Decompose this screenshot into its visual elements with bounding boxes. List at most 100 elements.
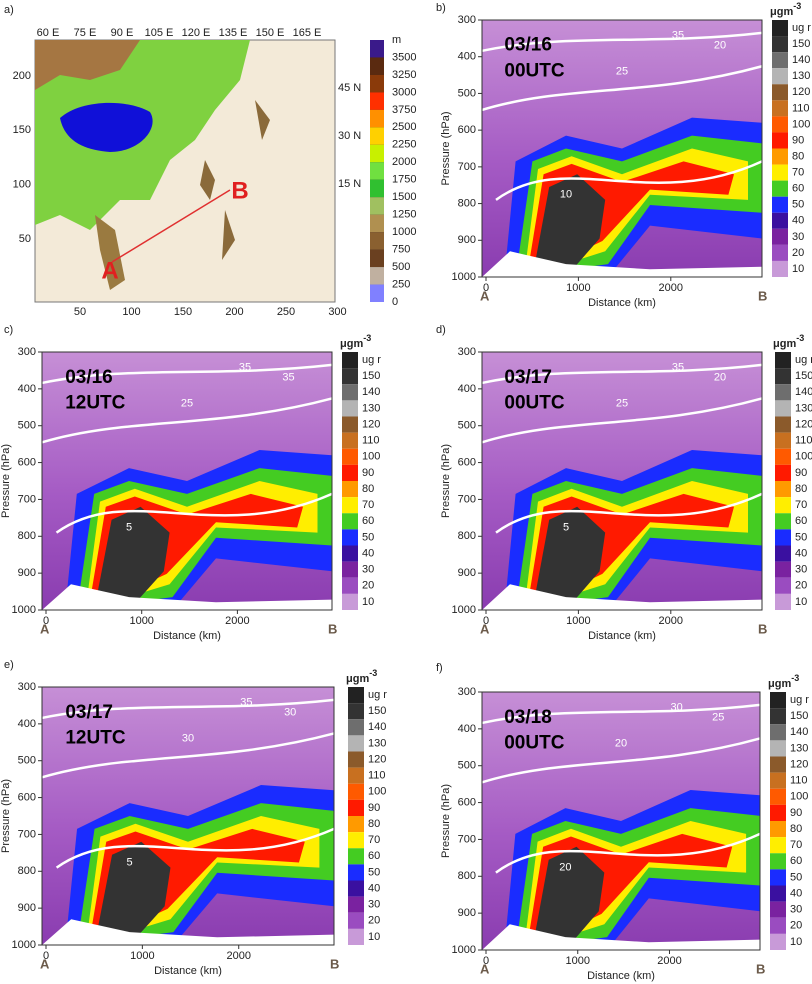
- colorbar-swatch: [348, 880, 364, 897]
- aerosol-field: [42, 919, 334, 945]
- colorbar-label: ug r: [362, 354, 381, 366]
- colorbar-label: 110: [362, 435, 380, 447]
- y-tick-label: 200: [13, 70, 31, 82]
- panel-label: a): [4, 4, 14, 16]
- colorbar-label: 130: [368, 737, 386, 749]
- plot-frame: [41, 686, 335, 946]
- isotherm: [481, 737, 761, 784]
- y-tick-label: 300: [18, 346, 36, 358]
- isotherm: [481, 397, 763, 444]
- colorbar-label: 20: [795, 580, 807, 592]
- colorbar-label: 90: [790, 807, 802, 819]
- date: 03/17: [504, 367, 552, 388]
- colorbar-label: 3250: [392, 69, 416, 81]
- y-tick-label: 400: [18, 718, 36, 730]
- aerosol-field: [94, 841, 171, 945]
- cross-section-panel: c)352535503/1612UTC300400500600700800900…: [0, 324, 381, 642]
- cross-section-panel: d)352520503/1700UTC300400500600700800900…: [436, 324, 812, 642]
- y-tick-label: 500: [18, 755, 36, 767]
- unit: μgm: [770, 6, 793, 18]
- colorbar-swatch: [342, 432, 358, 449]
- colorbar-swatch: [370, 249, 384, 268]
- unit-exponent: -3: [369, 668, 377, 678]
- x-tick-label: 2000: [226, 950, 250, 962]
- x-tick-label: 0: [483, 615, 489, 627]
- x-axis-label: Distance (km): [587, 970, 655, 982]
- colorbar-swatch: [770, 837, 786, 854]
- y-tick-label: 1000: [452, 271, 476, 283]
- colorbar-swatch: [370, 267, 384, 285]
- start-label: A: [480, 961, 490, 976]
- x-tick-label: 2000: [225, 615, 249, 627]
- colorbar-label: 1750: [392, 174, 416, 186]
- colorbar-label: 60: [362, 515, 374, 527]
- colorbar-label: 30: [792, 231, 804, 243]
- colorbar-label: ug r: [790, 694, 809, 706]
- colorbar-label: 140: [790, 726, 808, 738]
- colorbar-swatch: [770, 692, 786, 709]
- colorbar-swatch: [370, 57, 384, 75]
- colorbar-label: 120: [362, 418, 380, 430]
- colorbar-swatch: [770, 804, 786, 821]
- x-tick-label: 300: [328, 306, 346, 318]
- y-tick-label: 500: [458, 420, 476, 432]
- contour-label: 35: [239, 361, 251, 373]
- land: [35, 40, 140, 90]
- colorbar-label: 140: [368, 721, 386, 733]
- y-tick-label: 1000: [12, 604, 36, 616]
- isotherm: [41, 363, 333, 385]
- colorbar-swatch: [342, 400, 358, 417]
- colorbar-swatch: [370, 144, 384, 163]
- colorbar-swatch: [775, 368, 791, 385]
- y-tick-label: 800: [458, 530, 476, 542]
- start-label: A: [480, 288, 490, 303]
- colorbar-label: 140: [792, 54, 810, 66]
- x-axis-label: Distance (km): [153, 630, 221, 642]
- isotherm: [41, 698, 335, 720]
- colorbar-swatch: [342, 577, 358, 594]
- cross-section-panel: e)353030503/1712UTC300400500600700800900…: [0, 659, 387, 977]
- cross-section-panel: b)3525201003/1600UTC30040050060070080090…: [436, 1, 811, 309]
- colorbar-label: 100: [362, 451, 380, 463]
- y-tick-label: 600: [18, 791, 36, 803]
- colorbar-label: 50: [362, 531, 374, 543]
- colorbar-label: 3500: [392, 51, 416, 63]
- colorbar-swatch: [772, 52, 788, 69]
- colorbar-label: 120: [795, 418, 812, 430]
- colorbar-label: ug r: [795, 354, 812, 366]
- y-tick-label: 1000: [452, 944, 476, 956]
- end-label: B: [758, 288, 767, 303]
- contour-label: 20: [559, 861, 571, 873]
- colorbar-label: 40: [790, 887, 802, 899]
- y-tick-label: 1000: [452, 604, 476, 616]
- colorbar-label: 150: [362, 370, 380, 382]
- x-tick-label: 2000: [659, 615, 683, 627]
- y-tick-label: 700: [18, 493, 36, 505]
- colorbar-swatch: [370, 40, 384, 58]
- colorbar-swatch: [772, 20, 788, 37]
- lon-label: 90 E: [111, 27, 134, 39]
- panel-label: d): [436, 324, 446, 336]
- colorbar-swatch: [775, 497, 791, 514]
- colorbar-swatch: [348, 896, 364, 913]
- colorbar-label: 40: [368, 882, 380, 894]
- y-tick-label: 600: [458, 456, 476, 468]
- map-panel: [34, 39, 384, 303]
- contour-label: 35: [282, 372, 294, 384]
- colorbar-label: 1000: [392, 226, 416, 238]
- point-a: A: [101, 257, 118, 284]
- isotherm: [481, 31, 763, 53]
- colorbar-label: 100: [795, 451, 812, 463]
- x-tick-label: 2000: [657, 955, 681, 967]
- y-tick-label: 600: [18, 456, 36, 468]
- colorbar-swatch: [775, 561, 791, 578]
- contour-label: 35: [672, 361, 684, 373]
- contour-label: 35: [672, 29, 684, 41]
- y-tick-label: 300: [458, 14, 476, 26]
- colorbar-label: 110: [368, 770, 386, 782]
- colorbar-label: 10: [368, 931, 380, 943]
- y-tick-label: 800: [18, 530, 36, 542]
- colorbar-swatch: [348, 783, 364, 800]
- date: 03/17: [65, 702, 113, 723]
- isotherm: [495, 832, 761, 874]
